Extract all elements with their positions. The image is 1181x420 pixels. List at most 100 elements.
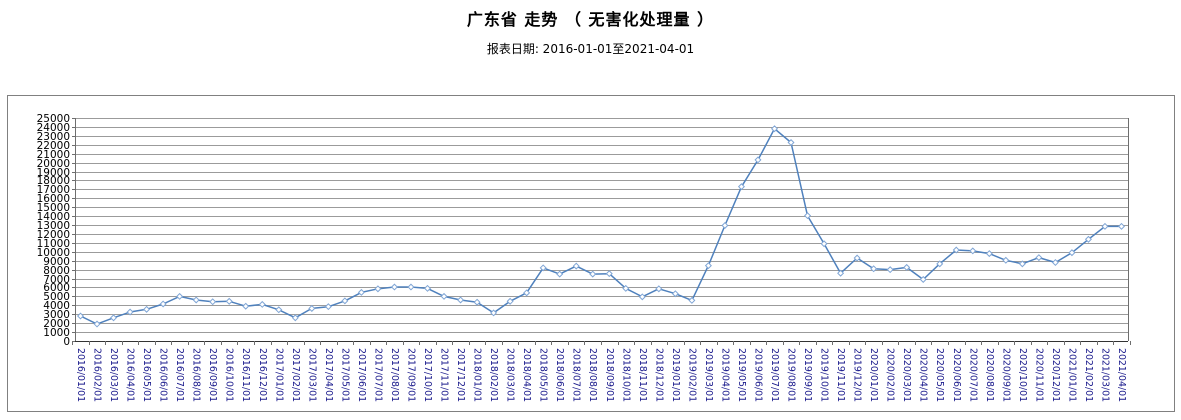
x-tick-label: 2020/01/01 bbox=[868, 348, 879, 402]
x-tick-label: 2019/09/01 bbox=[802, 348, 813, 402]
data-point-marker bbox=[143, 305, 151, 313]
x-tick-label: 2019/10/01 bbox=[819, 348, 830, 402]
data-point-marker bbox=[605, 270, 613, 278]
data-point-marker bbox=[423, 284, 432, 292]
trend-chart-panel: 0 1000 2000 3000 4000 5000 6000 7000 8000 9000 100… bbox=[7, 95, 1175, 412]
y-tick-label: 3000 bbox=[43, 309, 70, 321]
x-tick-label: 2018/03/01 bbox=[505, 348, 516, 402]
x-tick-label: 2020/05/01 bbox=[934, 348, 945, 402]
x-tick-label: 2020/12/01 bbox=[1050, 348, 1061, 402]
data-point-marker bbox=[324, 303, 332, 311]
x-tick-label: 2017/04/01 bbox=[323, 348, 334, 402]
data-point-marker bbox=[374, 285, 382, 293]
x-tick-label: 2020/07/01 bbox=[967, 348, 978, 402]
y-tick-label: 13000 bbox=[37, 220, 70, 232]
data-point-marker bbox=[1035, 254, 1043, 262]
data-point-marker bbox=[1002, 256, 1010, 264]
x-tick-label: 2020/09/01 bbox=[1000, 348, 1011, 402]
x-tick-label: 2021/04/01 bbox=[1116, 348, 1127, 402]
data-point-marker bbox=[357, 288, 365, 296]
x-tick-label: 2017/01/01 bbox=[273, 348, 284, 402]
data-point-marker bbox=[671, 290, 679, 298]
x-tick-label: 2016/12/01 bbox=[257, 348, 268, 402]
data-point-marker bbox=[936, 260, 944, 268]
x-tick-label: 2017/03/01 bbox=[306, 348, 317, 402]
data-point-marker bbox=[770, 125, 779, 133]
x-tick-label: 2017/09/01 bbox=[405, 348, 416, 402]
data-point-marker bbox=[853, 254, 861, 262]
x-tick-label: 2021/03/01 bbox=[1099, 348, 1110, 402]
x-tick-label: 2016/09/01 bbox=[207, 348, 218, 402]
data-point-marker bbox=[1084, 235, 1092, 243]
y-axis-labels: 0100020003000400050006000700080009000100… bbox=[37, 113, 70, 348]
data-point-marker bbox=[390, 283, 398, 291]
data-point-marker bbox=[589, 270, 597, 278]
x-tick-label: 2020/02/01 bbox=[885, 348, 896, 402]
y-tick-label: 12000 bbox=[37, 229, 70, 241]
data-point-marker bbox=[919, 275, 927, 283]
x-tick-label: 2018/12/01 bbox=[653, 348, 664, 402]
x-tick-label: 2019/04/01 bbox=[719, 348, 730, 402]
data-point-marker bbox=[1018, 260, 1026, 268]
y-tick-label: 11000 bbox=[37, 238, 70, 250]
x-tick-label: 2019/06/01 bbox=[752, 348, 763, 402]
x-tick-label: 2017/07/01 bbox=[372, 348, 383, 402]
data-point-marker bbox=[209, 298, 217, 306]
data-point-marker bbox=[622, 284, 630, 292]
y-axis-ticks bbox=[72, 118, 75, 342]
data-point-marker bbox=[473, 298, 481, 306]
data-point-marker bbox=[539, 264, 547, 272]
y-tick-label: 14000 bbox=[37, 211, 70, 223]
x-tick-label: 2018/01/01 bbox=[472, 348, 483, 402]
data-point-marker bbox=[985, 250, 993, 258]
x-tick-label: 2017/11/01 bbox=[439, 348, 450, 402]
y-tick-label: 5000 bbox=[43, 291, 70, 303]
data-point-marker bbox=[126, 308, 134, 316]
data-point-marker bbox=[754, 156, 762, 164]
data-point-marker bbox=[787, 139, 795, 147]
y-tick-label: 2000 bbox=[43, 318, 70, 330]
data-point-marker bbox=[556, 270, 564, 278]
data-point-marker bbox=[275, 306, 283, 314]
data-point-marker bbox=[870, 265, 878, 273]
y-tick-label: 10000 bbox=[37, 247, 70, 259]
x-tick-label: 2019/12/01 bbox=[852, 348, 863, 402]
series-line bbox=[80, 127, 1122, 325]
data-point-marker bbox=[721, 221, 729, 229]
x-tick-label: 2020/06/01 bbox=[951, 348, 962, 402]
data-point-marker bbox=[341, 297, 349, 305]
x-tick-label: 2017/05/01 bbox=[339, 348, 350, 402]
report-date-range: 报表日期: 2016-01-01至2021-04-01 bbox=[486, 42, 695, 56]
data-point-marker bbox=[820, 240, 828, 248]
data-point-marker bbox=[490, 309, 498, 317]
data-point-marker bbox=[1068, 249, 1076, 257]
data-point-marker bbox=[308, 304, 316, 312]
x-tick-label: 2017/02/01 bbox=[290, 348, 301, 402]
data-point-marker bbox=[76, 312, 85, 320]
x-tick-label: 2016/05/01 bbox=[141, 348, 152, 402]
y-tick-label: 9000 bbox=[43, 256, 70, 268]
x-tick-label: 2016/06/01 bbox=[158, 348, 169, 402]
y-tick-label: 20000 bbox=[37, 158, 70, 170]
data-point-marker bbox=[93, 320, 101, 328]
line-chart-canvas: 0100020003000400050006000700080009000100… bbox=[37, 113, 1131, 402]
x-tick-label: 2020/03/01 bbox=[901, 348, 912, 402]
x-tick-label: 2020/11/01 bbox=[1033, 348, 1044, 402]
data-point-marker bbox=[457, 296, 465, 304]
data-point-marker bbox=[952, 246, 960, 254]
trend-polyline bbox=[80, 127, 1122, 325]
x-tick-label: 2019/08/01 bbox=[786, 348, 797, 402]
data-point-marker bbox=[737, 183, 745, 191]
x-tick-label: 2016/01/01 bbox=[75, 348, 86, 402]
x-tick-label: 2016/07/01 bbox=[174, 348, 185, 402]
data-point-marker bbox=[704, 262, 712, 270]
data-point-marker bbox=[407, 283, 415, 291]
x-tick-label: 2018/07/01 bbox=[571, 348, 582, 402]
data-point-marker bbox=[110, 314, 118, 322]
x-tick-label: 2016/10/01 bbox=[224, 348, 235, 402]
data-point-marker bbox=[688, 296, 696, 304]
y-tick-label: 23000 bbox=[37, 131, 70, 143]
data-point-marker bbox=[1051, 258, 1059, 267]
x-tick-label: 2019/02/01 bbox=[686, 348, 697, 402]
